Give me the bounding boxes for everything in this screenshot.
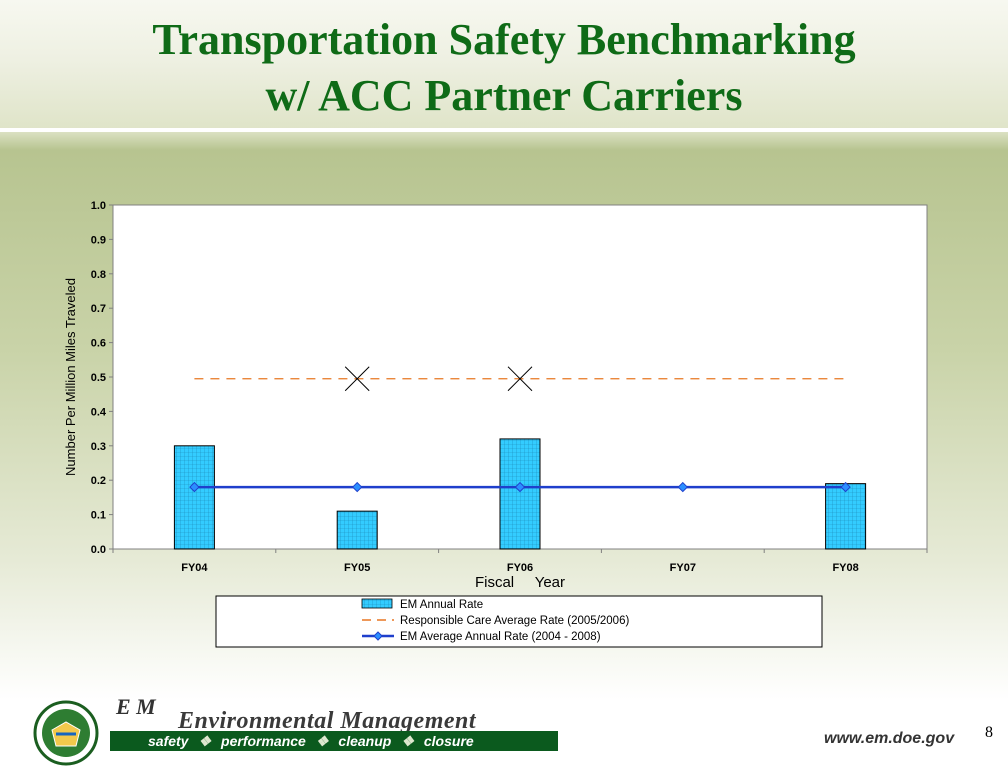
- x-tick-label: FY04: [181, 562, 208, 574]
- footer-motto: safety ❖ performance ❖ cleanup ❖ closure: [110, 731, 558, 751]
- bar-fy04: [173, 445, 215, 550]
- em-average-point: [351, 481, 363, 493]
- bar-fy05: [336, 510, 378, 550]
- x-tick-label: FY07: [670, 562, 696, 574]
- chart-legend: EM Annual Rate Responsible Care Average R…: [215, 595, 823, 648]
- y-tick-label: 0.2: [91, 475, 106, 487]
- y-tick-label: 0.6: [91, 338, 106, 350]
- em-average-series: [189, 481, 851, 493]
- legend-marker-em-average: [373, 631, 383, 641]
- page-number: 8: [985, 724, 993, 741]
- footer-url: www.em.doe.gov: [824, 730, 955, 747]
- legend-label: Responsible Care Average Rate (2005/2006…: [400, 615, 629, 627]
- y-axis: 0.0 0.1 0.2 0.3 0.4 0.5 0.6 0.7 0.8 0.9 1.0: [91, 200, 113, 556]
- responsible-care-marker: [344, 366, 370, 392]
- motto-performance: performance: [221, 733, 306, 749]
- legend-swatch-em-annual: [361, 598, 393, 609]
- responsible-care-series: [194, 366, 846, 392]
- bar-series: [173, 438, 867, 550]
- y-axis-label: Number Per Million Miles Traveled: [63, 278, 78, 476]
- y-tick-label: 0.7: [91, 303, 106, 315]
- x-tick-label: FY06: [507, 562, 533, 574]
- em-letters: E M: [116, 694, 156, 719]
- x-tick-label: FY05: [344, 562, 370, 574]
- footer-em-title: Environmental Management: [178, 708, 477, 734]
- motto-cleanup: cleanup: [338, 733, 392, 749]
- header-divider: [0, 128, 1008, 132]
- slide-header: Transportation Safety Benchmarking w/ AC…: [0, 0, 1008, 130]
- legend-label: EM Annual Rate: [400, 599, 483, 611]
- motto-safety: safety: [148, 733, 189, 749]
- x-axis: FY04 FY05 FY06 FY07 FY08: [112, 549, 928, 574]
- y-tick-label: 1.0: [91, 200, 106, 212]
- y-tick-label: 0.5: [91, 372, 106, 384]
- em-average-point: [514, 481, 526, 493]
- y-tick-label: 0.0: [91, 544, 106, 556]
- x-axis-label: Fiscal Year: [475, 574, 565, 591]
- motto-closure: closure: [423, 733, 474, 749]
- y-tick-label: 0.3: [91, 441, 106, 453]
- slide-title-line1: Transportation Safety Benchmarking: [152, 15, 856, 64]
- y-tick-label: 0.9: [91, 234, 106, 246]
- bar-fy06: [499, 438, 541, 550]
- bar-chart: 0.00.10.20.30.40.50.60.70.80.91.0 FY04 FY…: [63, 200, 928, 648]
- em-average-point: [677, 481, 689, 493]
- y-tick-label: 0.8: [91, 269, 106, 281]
- doe-seal-logo: [33, 700, 99, 766]
- x-tick-label: FY08: [832, 562, 858, 574]
- bar-fy08: [825, 483, 867, 550]
- legend-label: EM Average Annual Rate (2004 - 2008): [400, 631, 601, 643]
- responsible-care-marker: [507, 366, 533, 392]
- slide-title-line2: w/ ACC Partner Carriers: [265, 71, 743, 120]
- em-average-point: [840, 481, 851, 493]
- legend-box: [215, 595, 823, 648]
- y-tick-label: 0.1: [91, 510, 106, 522]
- y-tick-label: 0.4: [91, 406, 107, 418]
- em-average-point: [189, 481, 200, 493]
